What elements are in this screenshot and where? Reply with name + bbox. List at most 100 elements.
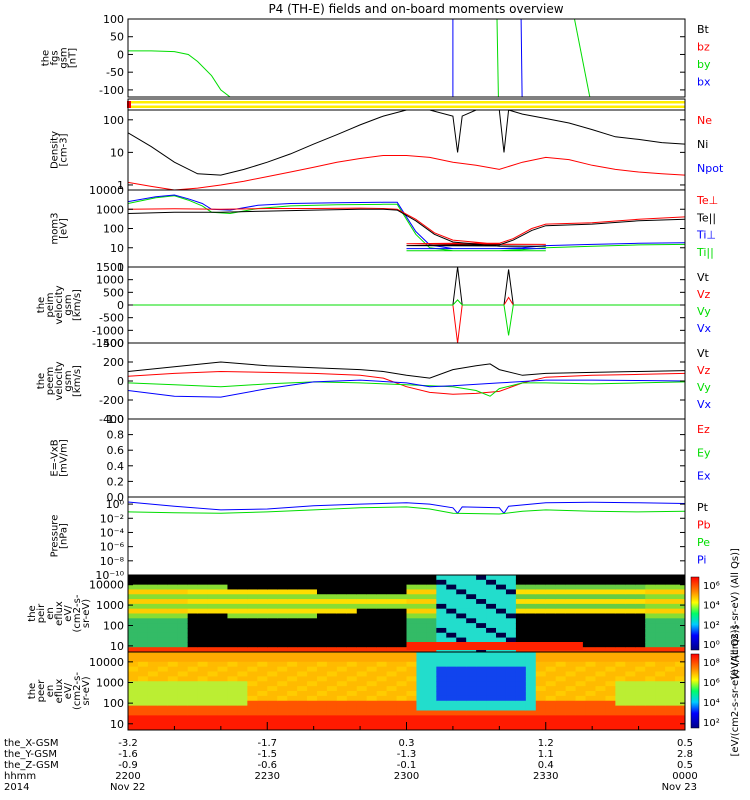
heatmap-cell [307,603,318,610]
heatmap-cell [356,700,368,707]
heatmap-cell [326,637,338,643]
heatmap-cell [197,632,209,639]
heatmap-cell [456,627,467,634]
heatmap-cell [505,710,517,716]
heatmap-cell [267,608,278,615]
heatmap-cell [197,720,209,726]
panel-peim_velocity: 150010005000-500-1000-1500thepeimvelocit… [36,261,712,350]
heatmap-cell [595,686,607,692]
heatmap-cell [386,715,398,721]
heatmap-cell [376,627,388,634]
heatmap-cell [486,686,497,692]
heatmap-cell [585,603,597,610]
heatmap-cell [615,671,626,677]
heatmap-cell [366,671,378,677]
heatmap-cell [346,676,358,682]
heatmap-cell [297,623,308,629]
heatmap-cell [466,681,477,687]
heatmap-cell [595,656,607,663]
heatmap-cell [476,613,487,619]
heatmap-cell [416,695,427,702]
heatmap-cell [515,720,527,726]
heatmap-cell [237,632,248,639]
y-axis-label: mom3 [50,213,61,245]
heatmap-cell [535,594,547,600]
heatmap-cell [257,671,268,677]
heatmap-cell [595,584,607,591]
heatmap-cell [555,710,567,716]
heatmap-cell [137,608,149,615]
heatmap-cell [505,652,517,658]
heatmap-cell [525,623,537,629]
heatmap-cell [336,666,348,673]
heatmap-cell [505,691,517,697]
heatmap-cell [545,652,557,658]
heatmap-cell [386,671,398,677]
heatmap-cell [625,647,636,652]
heatmap-cell [346,695,358,702]
heatmap-cell [267,632,278,639]
heatmap-cell [386,652,398,658]
heatmap-cell [187,608,199,615]
heatmap-cell [446,637,457,643]
heatmap-cell [376,647,388,652]
heatmap-cell [177,637,189,643]
heatmap-cell [585,589,597,595]
heatmap-cell [426,720,437,726]
heatmap-cell [207,647,219,652]
heatmap-cell [217,623,229,629]
heatmap-cell [545,589,557,595]
heatmap-cell [307,608,318,615]
heatmap-cell [307,700,318,707]
heatmap-cell [207,589,219,595]
heatmap-cell [197,656,209,663]
heatmap-cell [416,666,427,673]
heatmap-cell [585,715,597,721]
heatmap-cell [217,715,229,721]
heatmap-cell [645,681,656,687]
heatmap-cell [615,647,626,652]
series-group [128,19,591,97]
heatmap-cell [157,691,169,697]
heatmap-cell [665,618,676,624]
x-tick-value: 1.2 [538,738,554,749]
series-Ne [128,155,685,190]
heatmap-cell [515,656,527,663]
heatmap-cell [625,656,636,663]
heatmap-cell [187,666,199,673]
heatmap-cell [565,579,577,586]
heatmap-cell [217,579,229,586]
heatmap-cell [396,725,408,730]
heatmap-cell [555,686,567,692]
heatmap-cell [595,661,607,668]
heatmap-cell [366,700,378,707]
heatmap-cell [635,608,646,615]
panel-frame [127,189,686,268]
legend-Ez: Ez [697,423,710,436]
heatmap-cell [376,623,388,629]
heatmap-cell [376,720,388,726]
heatmap-cell [545,656,557,663]
heatmap-cell [396,681,408,687]
heatmap-cell [297,671,308,677]
heatmap-cell [356,575,368,581]
y-axis-label: velocity [54,285,65,324]
heatmap-cell [376,603,388,610]
heatmap-cell [476,661,487,668]
heatmap-cell [167,642,179,648]
heatmap-cell [595,579,607,586]
heatmap-cell [545,676,557,682]
heatmap-cell [297,594,308,600]
heatmap-cell [625,666,636,673]
y-axis-label: (cm2-s- [72,594,83,632]
heatmap-cell [257,618,268,624]
heatmap-cell [645,618,656,624]
y-axis-label: eV/ [63,605,74,622]
heatmap-cell [147,686,159,692]
heatmap-cell [287,715,298,721]
heatmap-cell [535,681,547,687]
heatmap-cell [177,691,189,697]
heatmap-cell [675,681,685,687]
heatmap-cell [147,575,159,581]
heatmap-cell [625,710,636,716]
